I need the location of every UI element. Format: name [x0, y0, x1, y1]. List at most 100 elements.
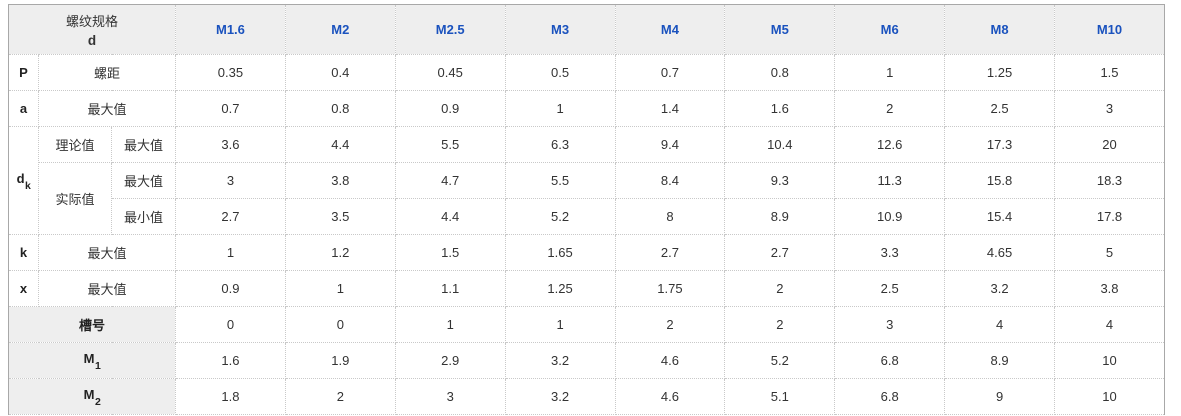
cell-dk-actual-max-m8: 15.8 [944, 162, 1055, 199]
cell-dk-theory-m10: 20 [1054, 126, 1165, 163]
cell-m2-m1-6: 1.8 [175, 378, 286, 415]
cell-dk-theory-m6: 12.6 [834, 126, 946, 163]
row-a-label: 最大值 [38, 90, 176, 127]
cell-m2-m2-5: 3 [394, 378, 506, 415]
cell-x-m5: 2 [724, 270, 836, 307]
col-header-m5: M5 [724, 4, 836, 55]
cell-slot-m8: 4 [944, 306, 1055, 343]
cell-k-m5: 2.7 [724, 234, 836, 271]
row-dk-theory-limit: 最大值 [111, 126, 176, 163]
cell-m1-m2: 1.9 [284, 342, 396, 379]
cell-m2-m10: 10 [1054, 378, 1165, 415]
cell-dk-actual-min-m6: 10.9 [834, 198, 946, 235]
row-x-label: 最大值 [38, 270, 176, 307]
cell-k-m6: 3.3 [834, 234, 946, 271]
cell-dk-actual-max-m3: 5.5 [504, 162, 616, 199]
cell-m2-m4: 4.6 [614, 378, 726, 415]
cell-x-m6: 2.5 [834, 270, 946, 307]
cell-dk-theory-m2-5: 5.5 [394, 126, 506, 163]
cell-m2-m5: 5.1 [724, 378, 836, 415]
cell-p-m2: 0.4 [284, 54, 396, 91]
row-dk-theory-label: 理论值 [38, 126, 112, 163]
col-header-m4: M4 [614, 4, 726, 55]
cell-x-m1-6: 0.9 [175, 270, 286, 307]
cell-m2-m8: 9 [944, 378, 1055, 415]
cell-a-m2-5: 0.9 [394, 90, 506, 127]
cell-x-m2: 1 [284, 270, 396, 307]
cell-p-m2-5: 0.45 [394, 54, 506, 91]
row-x: x 最大值 0.9 1 1.1 1.25 1.75 2 2.5 3.2 3.8 [8, 270, 1165, 307]
cell-x-m2-5: 1.1 [394, 270, 506, 307]
cell-slot-m3: 1 [504, 306, 616, 343]
cell-p-m4: 0.7 [614, 54, 726, 91]
cell-a-m10: 3 [1054, 90, 1165, 127]
m2-label-subscript: 2 [95, 395, 101, 408]
row-m1-label: M1 [8, 342, 176, 379]
cell-k-m3: 1.65 [504, 234, 616, 271]
cell-slot-m5: 2 [724, 306, 836, 343]
cell-p-m8: 1.25 [944, 54, 1055, 91]
corner-header-cell: 螺纹规格 d [8, 4, 176, 55]
row-dk-actual-min-limit: 最小值 [111, 198, 176, 235]
cell-k-m10: 5 [1054, 234, 1165, 271]
col-header-m2-5: M2.5 [394, 4, 506, 55]
row-m2: M2 1.8 2 3 3.2 4.6 5.1 6.8 9 10 [8, 378, 1165, 415]
cell-m2-m6: 6.8 [834, 378, 946, 415]
row-dk-actual-max-limit: 最大值 [111, 162, 176, 199]
cell-m2-m2: 2 [284, 378, 396, 415]
cell-a-m5: 1.6 [724, 90, 836, 127]
cell-dk-theory-m1-6: 3.6 [175, 126, 286, 163]
row-dk-theory: dk 理论值 最大值 3.6 4.4 5.5 6.3 9.4 10.4 12.6… [8, 126, 1165, 235]
cell-dk-theory-m2: 4.4 [284, 126, 396, 163]
cell-m1-m5: 5.2 [724, 342, 836, 379]
row-slot: 槽号 0 0 1 1 2 2 3 4 4 [8, 306, 1165, 343]
cell-dk-actual-min-m2-5: 4.4 [394, 198, 506, 235]
corner-header-title: 螺纹规格 [65, 13, 118, 29]
corner-header-subtitle: d [87, 32, 97, 48]
cell-m1-m4: 4.6 [614, 342, 726, 379]
cell-dk-actual-max-m4: 8.4 [614, 162, 726, 199]
cell-dk-actual-min-m3: 5.2 [504, 198, 616, 235]
cell-dk-actual-max-m5: 9.3 [724, 162, 836, 199]
row-a-symbol: a [8, 90, 39, 127]
cell-m1-m8: 8.9 [944, 342, 1055, 379]
row-k: k 最大值 1 1.2 1.5 1.65 2.7 2.7 3.3 4.65 5 [8, 234, 1165, 271]
cell-dk-actual-min-m1-6: 2.7 [175, 198, 286, 235]
cell-slot-m1-6: 0 [175, 306, 286, 343]
row-m2-label: M2 [8, 378, 176, 415]
cell-a-m6: 2 [834, 90, 946, 127]
m2-label-base: M [83, 387, 95, 403]
m1-label-subscript: 1 [95, 359, 101, 372]
cell-dk-theory-m8: 17.3 [944, 126, 1055, 163]
row-slot-label: 槽号 [8, 306, 176, 343]
cell-m1-m6: 6.8 [834, 342, 946, 379]
cell-dk-actual-min-m4: 8 [614, 198, 726, 235]
header-row: 螺纹规格 d M1.6 M2 M2.5 M3 M4 M5 M6 M8 M10 [8, 4, 1165, 55]
cell-slot-m6: 3 [834, 306, 946, 343]
col-header-m10: M10 [1054, 4, 1165, 55]
row-m1: M1 1.6 1.9 2.9 3.2 4.6 5.2 6.8 8.9 10 [8, 342, 1165, 379]
cell-x-m8: 3.2 [944, 270, 1055, 307]
cell-dk-theory-m3: 6.3 [504, 126, 616, 163]
row-dk-actual-max: 实际值 最大值 3 3.8 4.7 5.5 8.4 9.3 11.3 15.8 … [9, 162, 1165, 235]
cell-a-m4: 1.4 [614, 90, 726, 127]
cell-slot-m2: 0 [284, 306, 396, 343]
cell-slot-m10: 4 [1054, 306, 1165, 343]
cell-dk-theory-m4: 9.4 [614, 126, 726, 163]
row-k-label: 最大值 [38, 234, 176, 271]
cell-slot-m2-5: 1 [394, 306, 506, 343]
cell-dk-actual-min-m8: 15.4 [944, 198, 1055, 235]
cell-k-m8: 4.65 [944, 234, 1055, 271]
col-header-m3: M3 [504, 4, 616, 55]
row-dk-actual-label: 实际值 [38, 162, 112, 235]
cell-k-m1-6: 1 [175, 234, 286, 271]
row-k-symbol: k [8, 234, 39, 271]
row-dk-symbol: dk [8, 126, 39, 235]
cell-dk-actual-max-m10: 18.3 [1054, 162, 1165, 199]
cell-a-m1-6: 0.7 [175, 90, 286, 127]
row-a: a 最大值 0.7 0.8 0.9 1 1.4 1.6 2 2.5 3 [8, 90, 1165, 127]
cell-k-m2: 1.2 [284, 234, 396, 271]
cell-k-m2-5: 1.5 [394, 234, 506, 271]
cell-p-m5: 0.8 [724, 54, 836, 91]
